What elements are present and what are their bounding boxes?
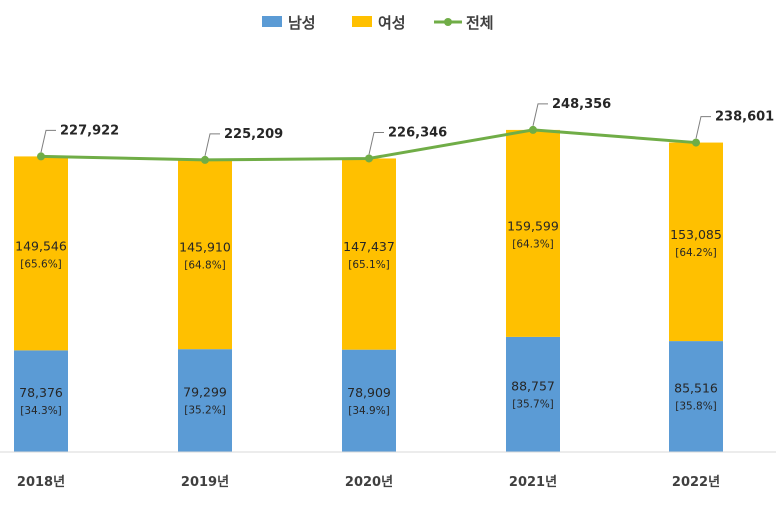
total-label-0: 227,922 (60, 123, 119, 138)
bar-label-female-4: 153,085 (670, 227, 722, 242)
bar-label-male-0: 78,376 (19, 385, 63, 400)
bar-female-1 (178, 159, 232, 350)
labels-layer: 149,546 [65.6%] 78,376 [34.3%] 145,910 [64.8%… (15, 97, 774, 417)
bar-label-female-1: 145,910 (179, 240, 231, 255)
bars-layer (14, 129, 723, 452)
legend-marker-2 (444, 18, 452, 26)
legend-swatch-0 (262, 16, 282, 27)
total-callout-line-1 (204, 133, 220, 157)
legend-label-2: 전체 (466, 14, 494, 32)
x-tick-4: 2022년 (672, 475, 720, 490)
bar-female-0 (14, 156, 68, 351)
bar-pct-female-3: [64.3%] (512, 238, 554, 250)
total-point-4 (692, 138, 700, 147)
total-label-2: 226,346 (388, 125, 447, 140)
total-callout-line-4 (695, 116, 711, 139)
bar-male-2 (342, 349, 396, 452)
x-tick-3: 2021년 (509, 475, 557, 490)
bar-female-2 (342, 158, 396, 350)
legend: 남성 여성 전체 (262, 14, 494, 32)
bar-female-4 (669, 142, 723, 342)
bar-male-3 (506, 336, 560, 452)
callouts-layer (40, 103, 711, 157)
bar-label-male-1: 79,299 (183, 385, 227, 400)
bar-pct-female-4: [64.2%] (675, 247, 717, 259)
bar-label-male-3: 88,757 (511, 378, 555, 393)
total-callout-line-3 (532, 103, 548, 127)
bar-pct-male-3: [35.7%] (512, 398, 554, 410)
total-label-1: 225,209 (224, 127, 283, 142)
x-tick-0: 2018년 (17, 475, 65, 490)
total-callout-line-0 (40, 129, 56, 153)
total-point-0 (37, 152, 45, 161)
bar-label-male-4: 85,516 (674, 381, 718, 396)
total-callout-line-2 (368, 131, 384, 155)
bar-female-3 (506, 129, 560, 337)
x-tick-labels: 2018년 2019년 2020년 2021년 2022년 (17, 475, 720, 490)
x-tick-1: 2019년 (181, 475, 229, 490)
legend-label-0: 남성 (288, 14, 316, 32)
total-point-3 (529, 125, 537, 134)
x-tick-2: 2020년 (345, 475, 393, 490)
bar-label-female-3: 159,599 (507, 218, 559, 233)
total-point-2 (365, 154, 373, 163)
legend-label-1: 여성 (378, 14, 406, 32)
bar-label-female-2: 147,437 (343, 239, 395, 254)
total-label-3: 248,356 (552, 97, 611, 112)
total-label-4: 238,601 (715, 110, 774, 125)
bar-label-female-0: 149,546 (15, 238, 67, 253)
bar-male-1 (178, 349, 232, 452)
legend-swatch-1 (352, 16, 372, 27)
bar-pct-male-0: [34.3%] (20, 405, 62, 417)
total-point-1 (201, 155, 209, 164)
bar-pct-female-0: [65.6%] (20, 258, 62, 270)
bar-male-4 (669, 341, 723, 452)
bar-pct-male-4: [35.8%] (675, 401, 717, 413)
bar-pct-male-1: [35.2%] (184, 405, 226, 417)
bar-pct-female-1: [64.8%] (184, 260, 226, 272)
bar-label-male-2: 78,909 (347, 385, 391, 400)
bar-pct-female-2: [65.1%] (348, 259, 390, 271)
bar-pct-male-2: [34.9%] (348, 405, 390, 417)
total-line-layer (37, 125, 700, 164)
bar-male-0 (14, 350, 68, 452)
